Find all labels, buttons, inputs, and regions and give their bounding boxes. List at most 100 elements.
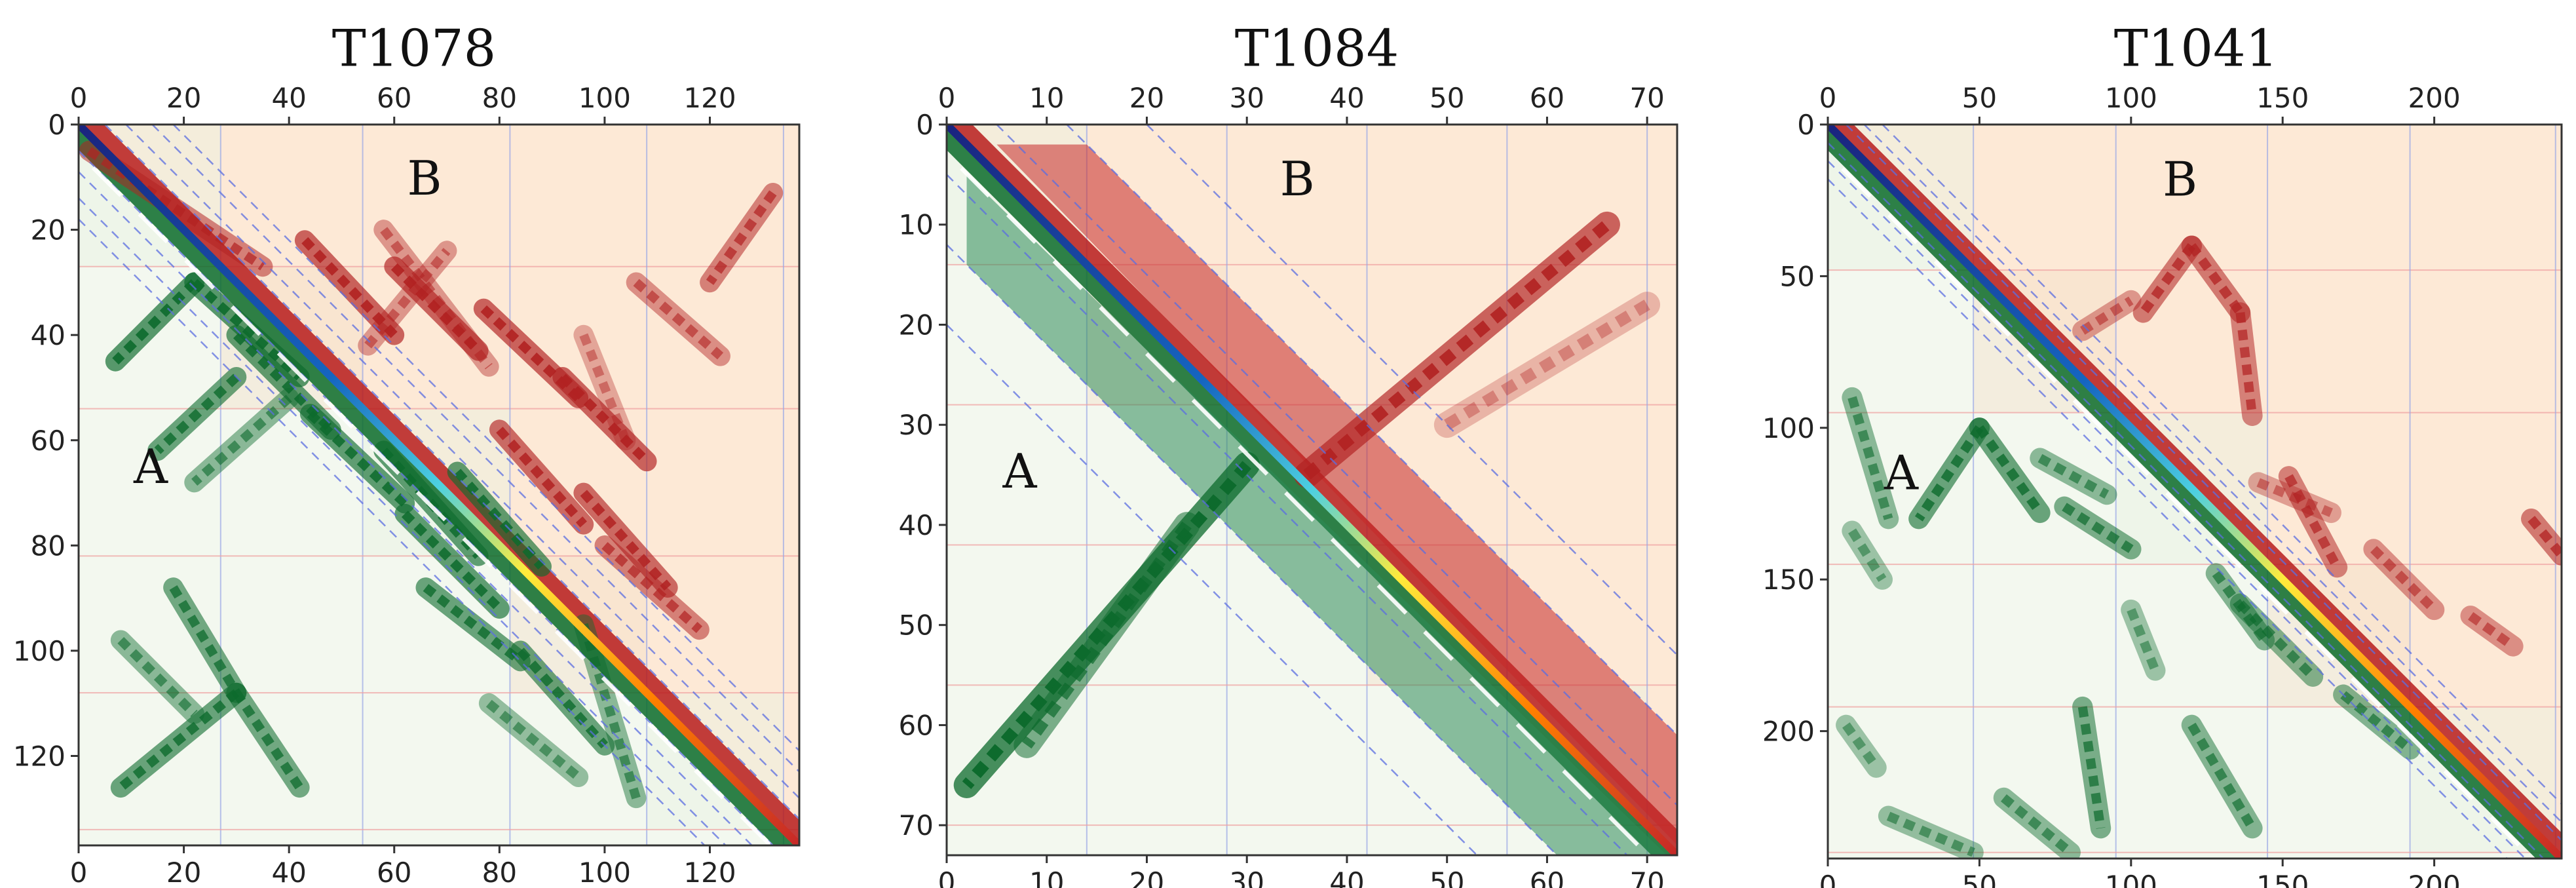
upper-contact-stripe-dots (580, 490, 672, 591)
x-tick-label-top: 200 (2408, 82, 2461, 114)
upper-contact-stripe (2278, 466, 2348, 578)
lower-contact-stripe-dots (401, 511, 503, 612)
lower-contact-stripe-dots (579, 623, 641, 800)
plot-area (79, 125, 799, 845)
y-tick-label: 0 (48, 109, 66, 141)
x-tick-label-bottom: 0 (70, 857, 88, 888)
y-tick-label: 10 (899, 209, 934, 241)
upper-contact-stripe (1433, 292, 1661, 438)
y-tick-label: 100 (13, 635, 66, 667)
offset-diagonal-upper (172, 125, 799, 752)
lower-contact-stripe-dots (517, 647, 609, 749)
lower-contact-stripe-dots (1886, 811, 1975, 857)
x-tick-label-top: 60 (377, 82, 411, 114)
offset-diagonal-upper (996, 125, 1677, 806)
x-tick-label-bottom: 60 (1530, 866, 1564, 888)
y-tick-label: 20 (31, 214, 66, 246)
x-tick-label-top: 100 (2105, 82, 2157, 114)
x-tick-label-bottom: 10 (1029, 866, 1064, 888)
y-tick-label: 150 (1762, 564, 1815, 596)
region-label-lower: A (1884, 446, 1919, 501)
x-tick-label-top: 0 (1819, 82, 1837, 114)
plot-area (1828, 125, 2562, 859)
x-tick-label-bottom: 200 (2408, 870, 2461, 888)
lower-contact-stripe-dots (1842, 722, 1880, 771)
y-tick-label: 20 (899, 309, 934, 341)
y-tick-label: 100 (1762, 412, 1815, 444)
axis-ticks: 0020204040606080801001001201200204060801… (13, 82, 736, 888)
lower-contact-stripe-dots (1914, 425, 1984, 522)
upper-contact-stripe-dots (2080, 296, 2134, 335)
upper-wide-band (996, 144, 1677, 845)
offset-diagonal-lower (1828, 142, 2545, 859)
lower-contact-stripe-dots (962, 461, 1251, 789)
lower-contact-stripe-dots (117, 689, 240, 792)
x-tick-label-top: 70 (1629, 82, 1664, 114)
panel-title: T1041 (2114, 20, 2279, 79)
offset-diagonal-upper (104, 125, 799, 820)
region-label-lower: A (1002, 444, 1038, 499)
x-tick-label-bottom: 150 (2256, 870, 2309, 888)
x-tick-label-bottom: 50 (1430, 866, 1464, 888)
main-diagonal (1828, 125, 2562, 859)
offset-diagonal-upper (1882, 125, 2562, 805)
upper-contact-stripe-dots (2528, 516, 2562, 558)
x-tick-label-top: 60 (1530, 82, 1564, 114)
x-tick-label-top: 0 (70, 82, 88, 114)
panel-border (77, 123, 801, 847)
upper-contact-stripe-dots (496, 427, 587, 528)
upper-contact-stripe-dots (601, 542, 703, 633)
x-tick-label-top: 80 (482, 82, 517, 114)
lower-contact-stripe-dots (112, 279, 198, 365)
upper-contact-stripe-dots (2370, 545, 2438, 613)
y-tick-label: 70 (899, 809, 934, 841)
diagonal-dashed-white (91, 166, 772, 845)
y-tick-label: 120 (13, 741, 66, 773)
offset-diagonal-upper (125, 125, 799, 799)
x-tick-label-top: 10 (1029, 82, 1064, 114)
x-tick-label-top: 20 (166, 82, 201, 114)
x-tick-label-bottom: 30 (1229, 866, 1264, 888)
plot-area (947, 125, 1677, 855)
lower-wide-band (966, 174, 1667, 855)
lower-contact-stripe-dots (1021, 521, 1192, 749)
y-tick-label: 60 (899, 709, 934, 741)
x-tick-label-bottom: 100 (578, 857, 631, 888)
x-tick-label-top: 120 (683, 82, 736, 114)
panel-title: T1078 (332, 20, 497, 79)
x-tick-label-bottom: 0 (938, 866, 956, 888)
grid-lines (79, 125, 799, 845)
y-tick-label: 50 (899, 609, 934, 642)
x-tick-label-bottom: 120 (683, 857, 736, 888)
panel-t1041: T104100505010010015015020020005010015020… (1762, 20, 2563, 888)
offset-diagonal-lower (79, 218, 706, 845)
y-tick-label: 40 (31, 319, 66, 351)
x-tick-label-top: 30 (1229, 82, 1264, 114)
lower-contact-stripe-dots (1848, 528, 1887, 582)
diagonal-dashed-white (1841, 167, 2534, 859)
axis-ticks: 0010102020303040405050606070700102030405… (899, 82, 1665, 888)
offset-diagonal-lower (947, 244, 1558, 855)
x-tick-label-top: 40 (271, 82, 306, 114)
lower-contact-stripe-dots (1847, 396, 1893, 520)
upper-contact-stripe-dots (633, 279, 724, 360)
panel-title: T1084 (1235, 20, 1399, 79)
y-tick-label: 0 (916, 109, 934, 141)
upper-contact-stripe-dots (2139, 242, 2196, 316)
lower-contact-stripe-dots (117, 636, 198, 718)
lower-contact-stripe-dots (233, 690, 303, 790)
upper-contact-stripe-dots (2256, 478, 2333, 517)
lower-contact-stripe-dots (2188, 722, 2257, 831)
x-tick-label-top: 150 (2256, 82, 2309, 114)
upper-contact-stripe-dots (364, 248, 451, 349)
upper-contact-stripe-dots (301, 237, 398, 338)
panel-t1084: T108400101020203030404050506060707001020… (899, 20, 1678, 888)
x-tick-label-top: 50 (1430, 82, 1464, 114)
y-tick-label: 0 (1797, 109, 1815, 141)
upper-contact-stripe-dots (559, 374, 651, 465)
upper-contact-stripe (1294, 211, 1620, 488)
main-diagonal (947, 125, 1677, 855)
offset-diagonal-upper (151, 125, 799, 773)
lower-contact-stripe-dots (154, 374, 240, 454)
